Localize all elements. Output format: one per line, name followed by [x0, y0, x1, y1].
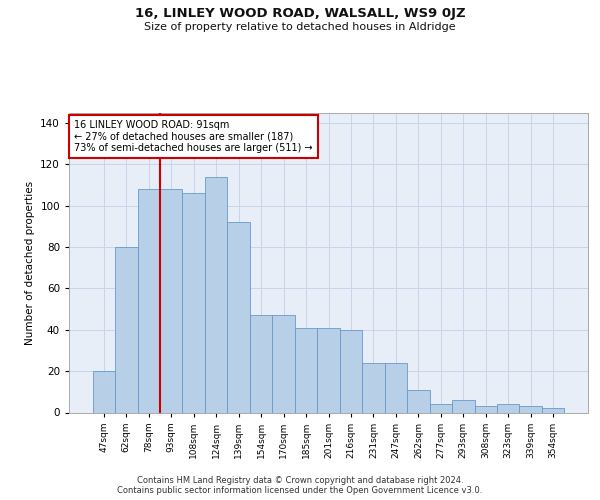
Bar — [295, 328, 317, 412]
Text: 16 LINLEY WOOD ROAD: 91sqm
← 27% of detached houses are smaller (187)
73% of sem: 16 LINLEY WOOD ROAD: 91sqm ← 27% of deta… — [74, 120, 313, 153]
Text: Contains public sector information licensed under the Open Government Licence v3: Contains public sector information licen… — [118, 486, 482, 495]
Bar — [272, 316, 295, 412]
Bar — [182, 193, 205, 412]
Text: Size of property relative to detached houses in Aldridge: Size of property relative to detached ho… — [144, 22, 456, 32]
Bar — [92, 371, 115, 412]
Text: 16, LINLEY WOOD ROAD, WALSALL, WS9 0JZ: 16, LINLEY WOOD ROAD, WALSALL, WS9 0JZ — [134, 8, 466, 20]
Bar — [137, 189, 160, 412]
Text: Contains HM Land Registry data © Crown copyright and database right 2024.: Contains HM Land Registry data © Crown c… — [137, 476, 463, 485]
Bar — [497, 404, 520, 412]
Bar — [115, 247, 137, 412]
Bar — [430, 404, 452, 412]
Bar — [340, 330, 362, 412]
Bar — [205, 176, 227, 412]
Y-axis label: Number of detached properties: Number of detached properties — [25, 180, 35, 344]
Bar — [160, 189, 182, 412]
Bar — [520, 406, 542, 412]
Bar — [452, 400, 475, 412]
Bar — [317, 328, 340, 412]
Bar — [407, 390, 430, 412]
Bar — [475, 406, 497, 412]
Bar — [227, 222, 250, 412]
Bar — [362, 363, 385, 412]
Bar — [250, 316, 272, 412]
Bar — [542, 408, 565, 412]
Bar — [385, 363, 407, 412]
